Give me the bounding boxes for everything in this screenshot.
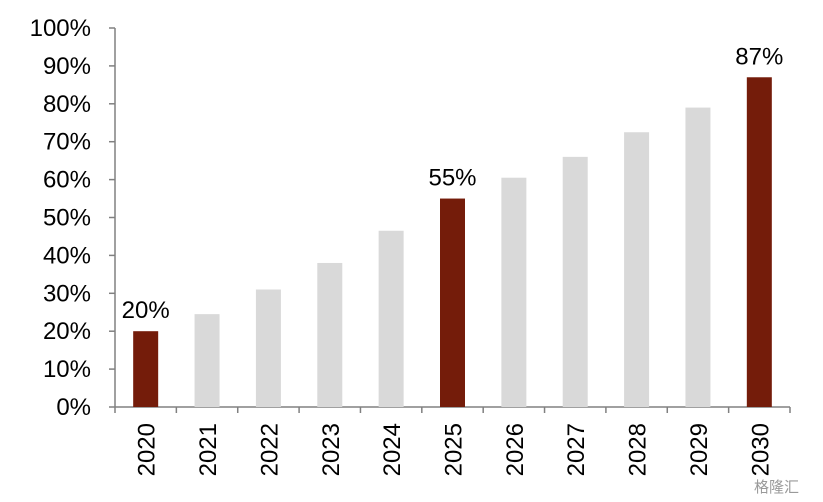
bar-2028 bbox=[624, 132, 650, 407]
x-tick-label: 2026 bbox=[502, 423, 529, 476]
watermark-text: 格隆汇 bbox=[754, 479, 800, 496]
y-ticks: 0% 10% 20% 30% 40% 50% 60% 70% 80% 90% 100% bbox=[30, 15, 115, 421]
bar-2024 bbox=[378, 230, 404, 407]
x-tick-label: 2023 bbox=[318, 423, 345, 476]
bar-2022 bbox=[255, 289, 281, 407]
bar-2021 bbox=[194, 314, 220, 407]
x-tick-label: 2024 bbox=[379, 423, 406, 476]
data-label-2030: 87% bbox=[735, 43, 783, 70]
y-tick-label: 20% bbox=[43, 318, 91, 345]
x-tick-label: 2027 bbox=[563, 423, 590, 476]
bar-2020 bbox=[133, 331, 159, 407]
x-ticks: 2020 2021 2022 2023 2024 2025 2026 2027 2028 2029… bbox=[114, 407, 791, 476]
data-labels: 20% 55% 87% bbox=[122, 43, 784, 324]
x-tick-label: 2021 bbox=[195, 423, 222, 476]
x-tick-label: 2022 bbox=[256, 423, 283, 476]
y-tick-label: 40% bbox=[43, 242, 91, 269]
y-tick-label: 30% bbox=[43, 280, 91, 307]
bar-2026 bbox=[501, 177, 527, 407]
y-tick-label: 100% bbox=[30, 15, 91, 42]
data-label-2025: 55% bbox=[428, 165, 476, 192]
y-tick-label: 10% bbox=[43, 356, 91, 383]
watermark: 格隆汇 bbox=[754, 476, 799, 497]
bar-2027 bbox=[562, 156, 588, 407]
x-tick-label: 2028 bbox=[625, 423, 652, 476]
y-tick-label: 50% bbox=[43, 205, 91, 232]
bar-2029 bbox=[685, 107, 711, 407]
y-tick-label: 90% bbox=[43, 53, 91, 80]
y-tick-label: 0% bbox=[56, 394, 91, 421]
x-tick-label: 2030 bbox=[747, 423, 774, 476]
y-tick-label: 80% bbox=[43, 91, 91, 118]
bar-2025 bbox=[440, 198, 465, 407]
y-tick-label: 70% bbox=[43, 129, 91, 156]
data-label-2020: 20% bbox=[122, 297, 170, 324]
x-tick-label: 2020 bbox=[134, 423, 161, 476]
x-tick-label: 2025 bbox=[441, 423, 468, 476]
bar-2023 bbox=[317, 262, 343, 407]
y-tick-label: 60% bbox=[43, 167, 91, 194]
bar-2030 bbox=[746, 77, 772, 408]
x-tick-label: 2029 bbox=[686, 423, 713, 476]
bars bbox=[133, 77, 772, 408]
